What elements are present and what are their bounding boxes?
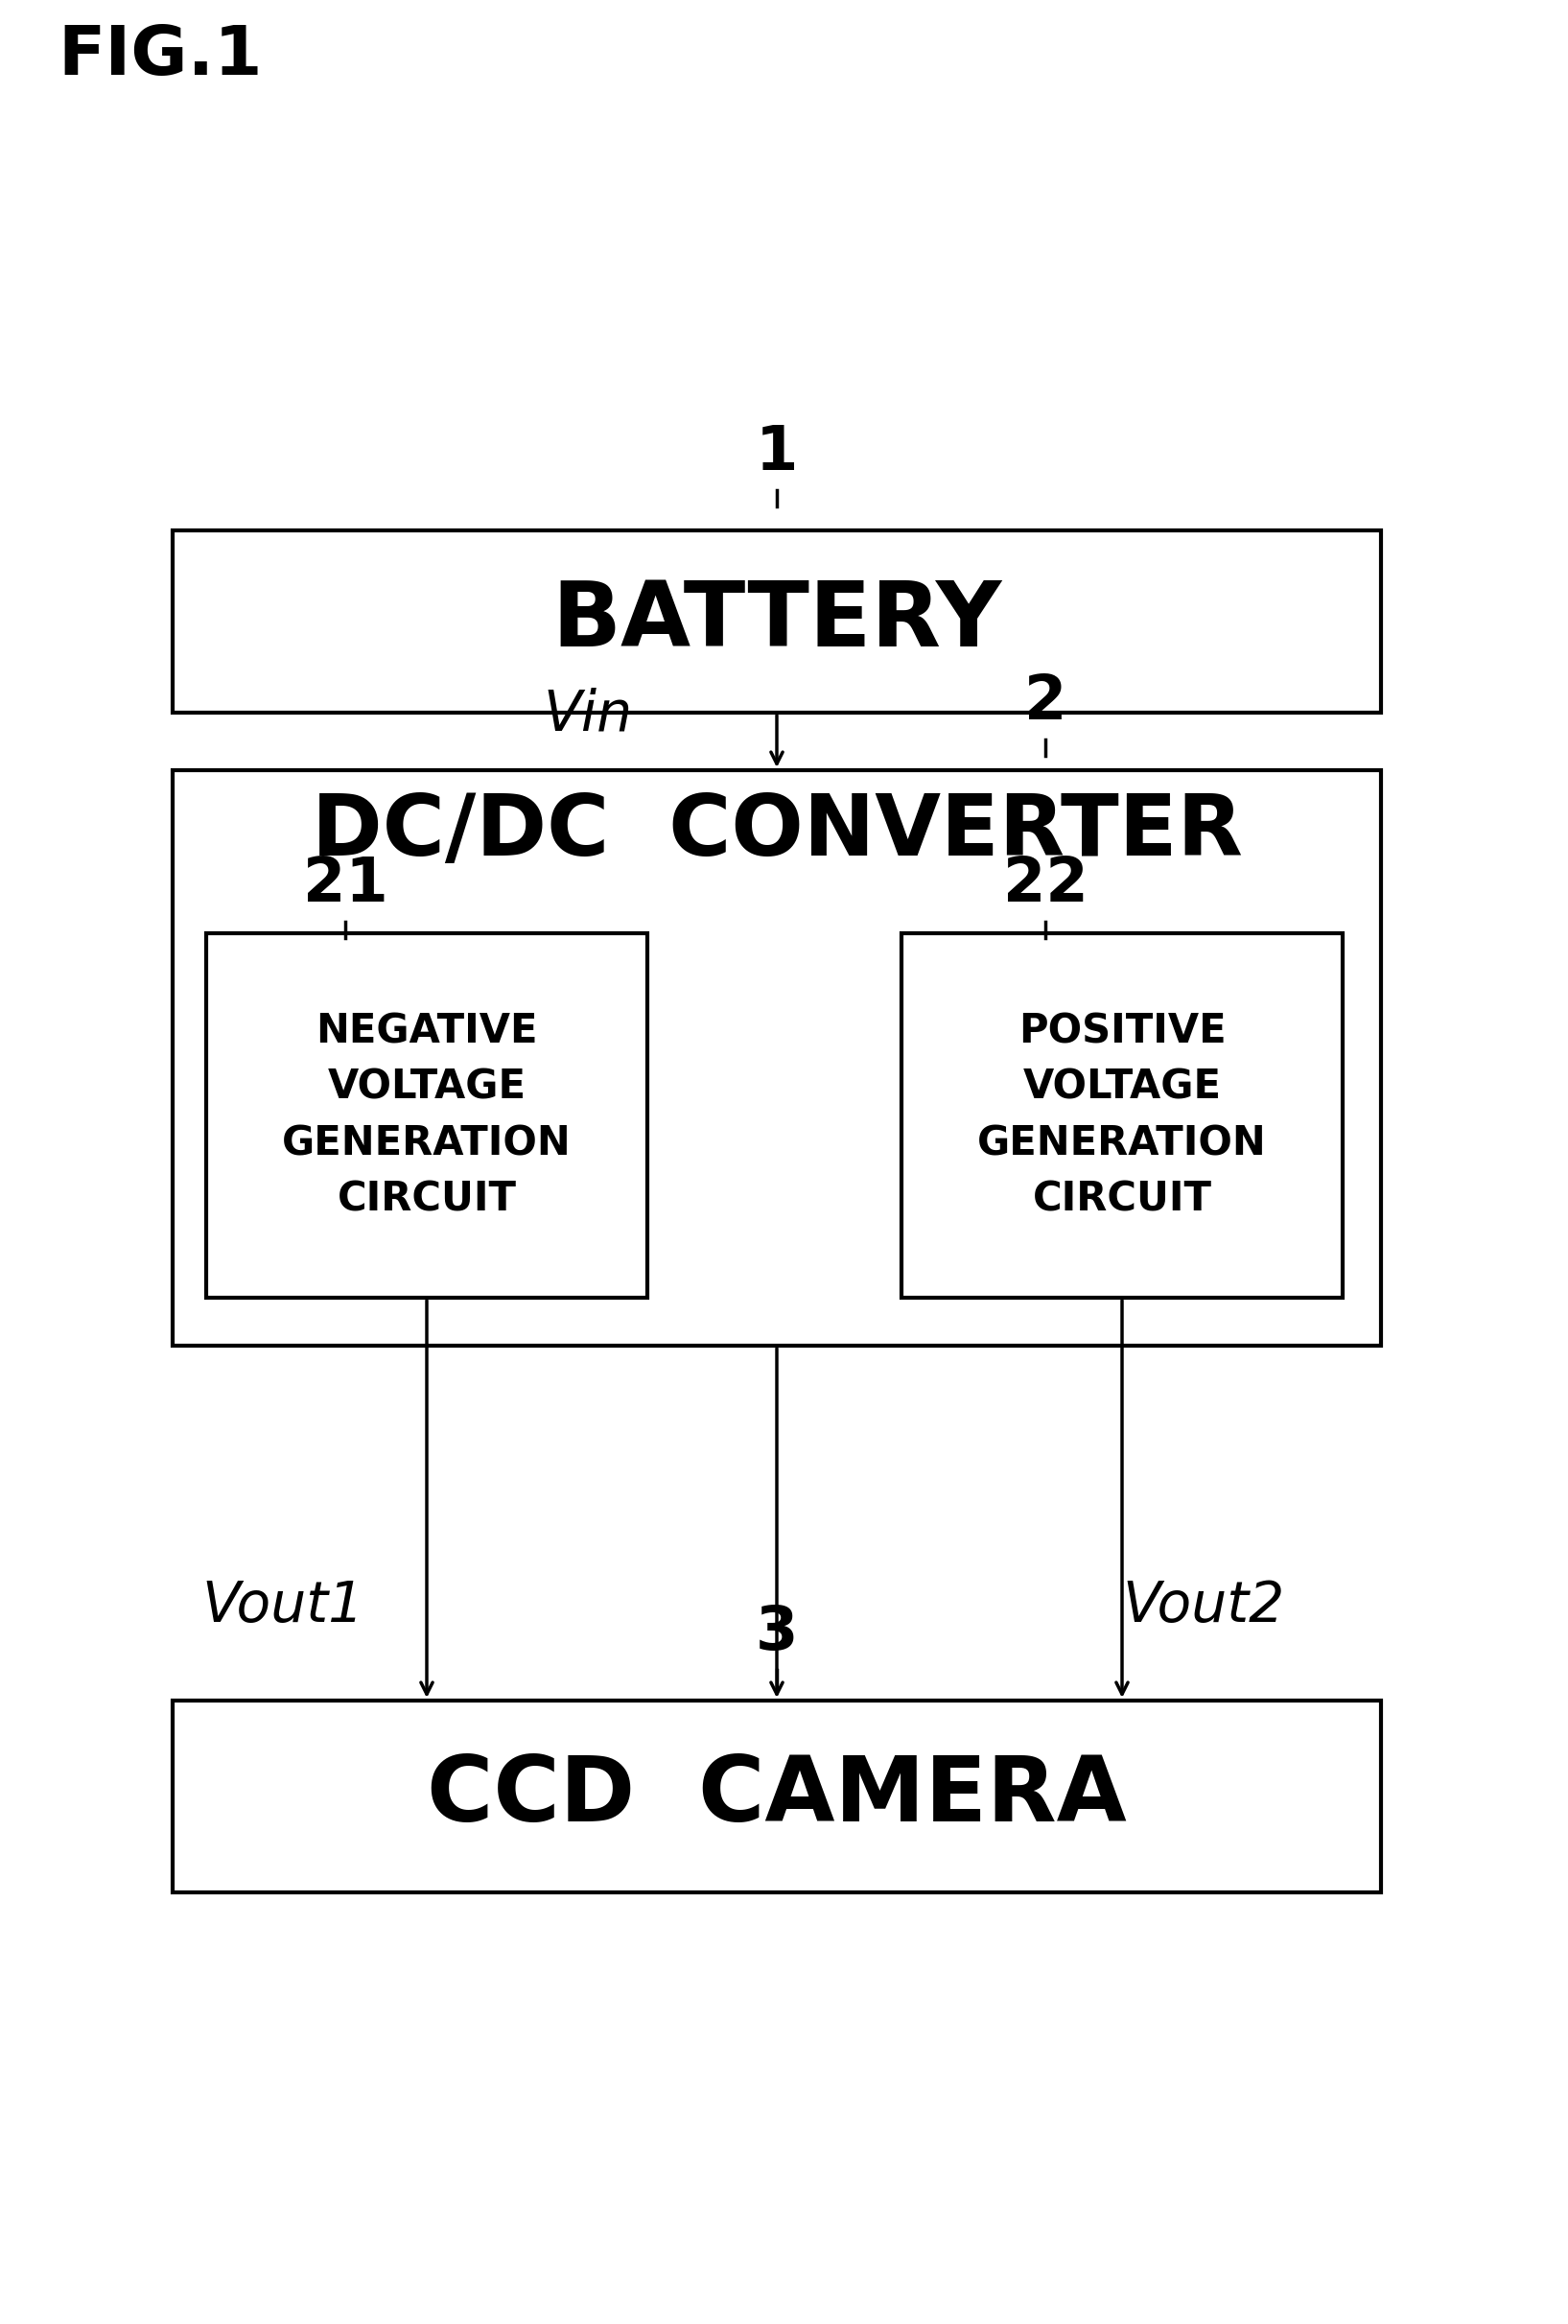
Bar <box>205 934 648 1297</box>
Text: 1: 1 <box>756 423 798 483</box>
Text: POSITIVE
VOLTAGE
GENERATION
CIRCUIT: POSITIVE VOLTAGE GENERATION CIRCUIT <box>977 1011 1267 1220</box>
Text: FIG.1: FIG.1 <box>58 23 262 88</box>
Text: 3: 3 <box>756 1604 798 1662</box>
Text: Vin: Vin <box>544 688 633 741</box>
Text: 21: 21 <box>303 855 387 913</box>
Text: Vout1: Vout1 <box>202 1578 364 1634</box>
Text: 2: 2 <box>1024 672 1066 732</box>
Text: Vout2: Vout2 <box>1123 1578 1284 1634</box>
Text: DC/DC  CONVERTER: DC/DC CONVERTER <box>312 790 1242 874</box>
Bar <box>172 1701 1381 1892</box>
Bar <box>172 530 1381 713</box>
Text: CCD  CAMERA: CCD CAMERA <box>426 1752 1127 1841</box>
Text: 22: 22 <box>1004 855 1088 913</box>
Bar <box>172 769 1381 1346</box>
Text: NEGATIVE
VOLTAGE
GENERATION
CIRCUIT: NEGATIVE VOLTAGE GENERATION CIRCUIT <box>282 1011 571 1220</box>
Text: BATTERY: BATTERY <box>552 576 1002 665</box>
Bar <box>902 934 1342 1297</box>
